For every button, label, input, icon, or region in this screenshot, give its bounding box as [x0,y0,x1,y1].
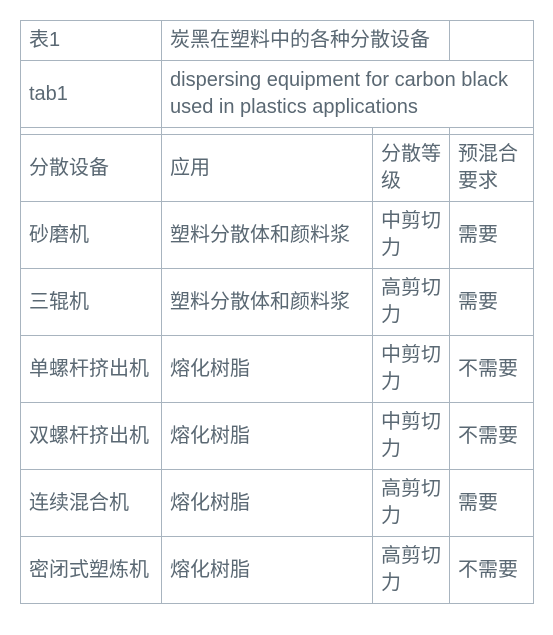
cell-grade: 高剪切力 [373,470,450,537]
cell-premix: 不需要 [450,537,534,604]
cell-premix: 需要 [450,269,534,336]
cell-premix: 不需要 [450,336,534,403]
header-row: 分散设备 应用 分散等级 预混合要求 [21,135,534,202]
table-row: 三辊机 塑料分散体和颜料浆 高剪切力 需要 [21,269,534,336]
table-row: 单螺杆挤出机 熔化树脂 中剪切力 不需要 [21,336,534,403]
cell-equipment: 连续混合机 [21,470,162,537]
table-row: 双螺杆挤出机 熔化树脂 中剪切力 不需要 [21,403,534,470]
cell-application: 熔化树脂 [162,470,373,537]
table-row: 砂磨机 塑料分散体和颜料浆 中剪切力 需要 [21,202,534,269]
cell-application: 塑料分散体和颜料浆 [162,269,373,336]
subtitle-en: dispersing equipment for carbon black us… [162,61,534,128]
title-cn: 炭黑在塑料中的各种分散设备 [162,21,450,61]
cell-equipment: 双螺杆挤出机 [21,403,162,470]
cell-premix: 需要 [450,470,534,537]
cell-application: 塑料分散体和颜料浆 [162,202,373,269]
dispersing-equipment-table: 表1 炭黑在塑料中的各种分散设备 tab1 dispersing equipme… [20,20,534,604]
cell-grade: 中剪切力 [373,403,450,470]
cell-application: 熔化树脂 [162,336,373,403]
subtitle-label: tab1 [21,61,162,128]
cell-equipment: 三辊机 [21,269,162,336]
cell-equipment: 砂磨机 [21,202,162,269]
header-premix: 预混合要求 [450,135,534,202]
spacer-row [21,128,534,135]
cell-equipment: 单螺杆挤出机 [21,336,162,403]
cell-application: 熔化树脂 [162,403,373,470]
cell-grade: 中剪切力 [373,202,450,269]
table-row: 连续混合机 熔化树脂 高剪切力 需要 [21,470,534,537]
title-empty [450,21,534,61]
title-label: 表1 [21,21,162,61]
subtitle-row: tab1 dispersing equipment for carbon bla… [21,61,534,128]
header-equipment: 分散设备 [21,135,162,202]
title-row: 表1 炭黑在塑料中的各种分散设备 [21,21,534,61]
table-row: 密闭式塑炼机 熔化树脂 高剪切力 不需要 [21,537,534,604]
cell-premix: 需要 [450,202,534,269]
cell-grade: 高剪切力 [373,537,450,604]
header-grade: 分散等级 [373,135,450,202]
cell-premix: 不需要 [450,403,534,470]
cell-application: 熔化树脂 [162,537,373,604]
cell-equipment: 密闭式塑炼机 [21,537,162,604]
cell-grade: 中剪切力 [373,336,450,403]
cell-grade: 高剪切力 [373,269,450,336]
header-application: 应用 [162,135,373,202]
